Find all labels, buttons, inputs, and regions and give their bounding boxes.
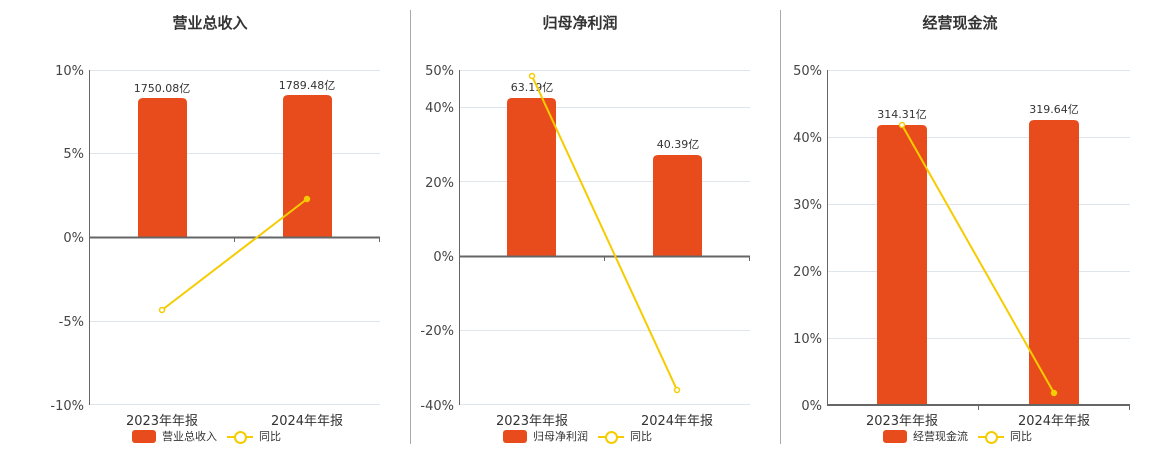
y-tick: 40% — [793, 131, 822, 146]
chart-legend[interactable]: 归母净利润 同比 — [503, 428, 652, 444]
yoy-line — [531, 75, 678, 391]
bar-2024 — [1029, 120, 1079, 405]
chart-legend[interactable]: 经营现金流 同比 — [883, 428, 1032, 444]
chart-panel-revenue: 营业总收入 10% 5% 0% -5% -10% 1750.08亿 1789.4… — [0, 0, 400, 450]
x-axis-label: 2023年年报 — [126, 414, 198, 429]
yoy-line — [161, 198, 308, 311]
legend-line-icon — [598, 430, 624, 444]
y-tick: 10% — [793, 332, 822, 347]
chart-plot: 50% 40% 20% 0% -20% -40% 63.19亿 40.39亿 2… — [420, 64, 750, 429]
chart-title: 营业总收入 — [172, 14, 248, 32]
legend-bar-label[interactable]: 营业总收入 — [162, 430, 217, 443]
bar-value-label: 40.39亿 — [657, 138, 700, 151]
bar-2023 — [138, 98, 187, 237]
bar-value-label: 314.31亿 — [877, 108, 927, 121]
bar-value-label: 1789.48亿 — [279, 79, 336, 92]
chart-title: 归母净利润 — [542, 14, 618, 32]
y-tick: 30% — [793, 198, 822, 213]
legend-line-icon — [227, 430, 253, 444]
chart-panel-net-profit: 归母净利润 50% 40% 20% 0% -20% -40% 63.19亿 40… — [420, 14, 750, 444]
y-tick: -20% — [420, 324, 454, 339]
x-axis-label: 2024年年报 — [641, 414, 713, 429]
yoy-line — [901, 124, 1055, 394]
x-axis-label: 2024年年报 — [1018, 414, 1090, 429]
legend-line-icon — [978, 430, 1004, 444]
chart-plot: 10% 5% 0% -5% -10% 1750.08亿 1789.48亿 202… — [50, 64, 380, 429]
bar-value-label: 319.64亿 — [1029, 103, 1079, 116]
bar-value-label: 1750.08亿 — [134, 82, 191, 95]
x-axis-label: 2023年年报 — [496, 414, 568, 429]
chart-legend[interactable]: 营业总收入 同比 — [132, 428, 281, 444]
y-tick: -5% — [59, 315, 84, 330]
bar-2023 — [507, 98, 556, 256]
y-tick: 5% — [63, 147, 84, 162]
y-tick: 0% — [801, 399, 822, 414]
x-axis-label: 2023年年报 — [866, 414, 938, 429]
legend-bar-swatch — [883, 429, 907, 443]
legend-line-label[interactable]: 同比 — [1010, 430, 1032, 443]
legend-bar-label[interactable]: 归母净利润 — [533, 430, 588, 443]
yoy-point — [303, 195, 311, 203]
y-tick: 10% — [55, 64, 84, 79]
legend-bar-swatch — [503, 429, 527, 443]
yoy-point — [898, 121, 906, 129]
y-tick: -40% — [420, 399, 454, 414]
y-tick: 20% — [793, 265, 822, 280]
y-tick: 50% — [793, 64, 822, 79]
legend-line-label[interactable]: 同比 — [259, 430, 281, 443]
bar-2024 — [653, 155, 702, 256]
yoy-point — [673, 386, 681, 394]
bar-2023 — [877, 125, 927, 405]
yoy-point — [1050, 389, 1058, 397]
y-tick: 20% — [425, 176, 454, 191]
y-tick: 40% — [425, 101, 454, 116]
yoy-point — [528, 72, 536, 80]
panel-divider — [780, 10, 781, 444]
legend-bar-swatch — [132, 429, 156, 443]
legend-bar-label[interactable]: 经营现金流 — [913, 430, 968, 443]
bar-2024 — [283, 95, 332, 237]
y-tick: -10% — [50, 399, 84, 414]
bar-value-label: 63.19亿 — [511, 81, 554, 94]
y-tick: 0% — [433, 250, 454, 265]
y-tick: 0% — [63, 231, 84, 246]
x-axis-label: 2024年年报 — [271, 414, 343, 429]
chart-title: 经营现金流 — [922, 14, 998, 32]
panel-divider — [410, 10, 411, 444]
legend-line-label[interactable]: 同比 — [630, 430, 652, 443]
yoy-point — [158, 306, 166, 314]
y-tick: 50% — [425, 64, 454, 79]
